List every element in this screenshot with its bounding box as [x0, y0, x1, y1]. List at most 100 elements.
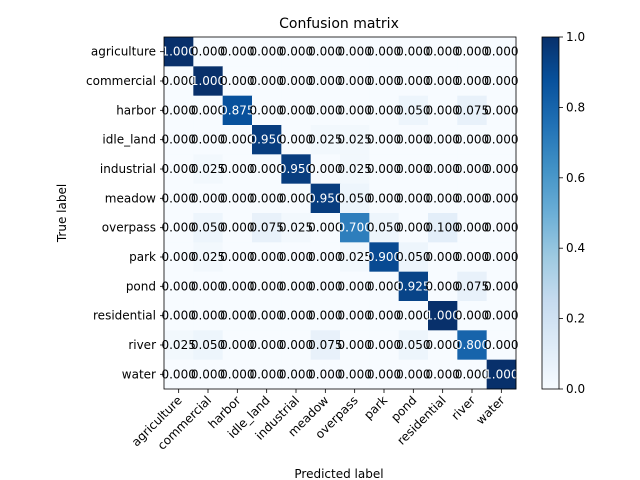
cell-value-label: 0.000 [220, 74, 254, 88]
matrix-cell [252, 66, 282, 97]
cell-value-label: 0.000 [220, 309, 254, 323]
cell-value-label: 0.000 [455, 309, 489, 323]
matrix-cell [222, 37, 253, 67]
matrix-cell [398, 66, 429, 97]
matrix-cell [164, 183, 194, 214]
matrix-cell [193, 359, 224, 390]
matrix-cell [369, 37, 400, 67]
cell-value-label: 1.000 [484, 367, 518, 381]
matrix-cell [398, 95, 429, 126]
matrix-cell [193, 37, 224, 67]
matrix-cell [164, 125, 194, 155]
matrix-cell [398, 37, 429, 67]
cell-value-label: 0.000 [367, 45, 401, 59]
cell-value-label: 0.025 [191, 162, 225, 176]
matrix-cell [369, 154, 400, 185]
cell-value-label: 0.000 [455, 367, 489, 381]
cell-value-label: 0.000 [191, 133, 225, 147]
cell-value-label: 0.075 [308, 338, 342, 352]
cell-value-label: 0.000 [425, 338, 459, 352]
matrix-cell [369, 95, 400, 126]
cell-value-label: 0.000 [279, 250, 313, 264]
cell-value-label: 0.000 [191, 367, 225, 381]
cell-value-label: 1.000 [425, 309, 459, 323]
matrix-cell [369, 301, 400, 331]
cell-value-label: 0.000 [396, 367, 430, 381]
cell-value-label: 0.050 [396, 103, 430, 117]
matrix-cell [486, 330, 517, 361]
matrix-cell [164, 66, 194, 97]
matrix-cell [193, 301, 224, 331]
cell-value-label: 0.000 [220, 133, 254, 147]
cell-value-label: 0.025 [337, 133, 371, 147]
matrix-cell [281, 66, 312, 97]
matrix-cell [164, 37, 194, 67]
colorbar-tick-label: 0.4 [566, 241, 585, 255]
cell-value-label: 0.000 [161, 133, 195, 147]
matrix-cell [428, 242, 458, 273]
cell-value-label: 0.000 [396, 45, 430, 59]
matrix-cell [340, 271, 370, 302]
matrix-cell [369, 213, 400, 243]
matrix-cell [193, 154, 224, 185]
matrix-cell [486, 37, 517, 67]
matrix-cell [281, 154, 312, 185]
matrix-cell [428, 301, 458, 331]
cell-value-label: 0.000 [308, 309, 342, 323]
matrix-cell [369, 359, 400, 390]
matrix-cell [398, 330, 429, 361]
x-tick-label: park [361, 393, 390, 422]
cell-value-label: 0.950 [249, 133, 283, 147]
y-axis-label: True label [55, 184, 69, 243]
cell-value-label: 0.000 [484, 338, 518, 352]
matrix-cell [222, 301, 253, 331]
cell-value-label: 0.000 [337, 338, 371, 352]
y-tick-label: overpass [102, 221, 156, 235]
cell-value-label: 0.075 [455, 279, 489, 293]
cell-value-label: 0.000 [308, 221, 342, 235]
matrix-cell [428, 66, 458, 97]
matrix-cell [310, 330, 341, 361]
matrix-cell [252, 330, 282, 361]
cell-value-label: 0.000 [308, 45, 342, 59]
matrix-cell [310, 95, 341, 126]
cell-value-label: 0.000 [249, 279, 283, 293]
matrix-cell [310, 359, 341, 390]
cell-value-label: 0.000 [396, 133, 430, 147]
matrix-cell [428, 154, 458, 185]
cell-value-label: 0.000 [425, 191, 459, 205]
matrix-cell [164, 359, 194, 390]
cell-value-label: 0.000 [249, 309, 283, 323]
matrix-cells [164, 37, 517, 390]
matrix-cell [398, 301, 429, 331]
cell-value-label: 0.000 [484, 221, 518, 235]
cell-value-label: 0.000 [220, 367, 254, 381]
matrix-cell [340, 95, 370, 126]
cell-value-label: 0.000 [484, 309, 518, 323]
matrix-cell [281, 242, 312, 273]
matrix-cell [340, 213, 370, 243]
matrix-cell [252, 242, 282, 273]
cell-value-label: 0.000 [220, 45, 254, 59]
matrix-cell [252, 95, 282, 126]
matrix-cell [310, 271, 341, 302]
cell-value-label: 0.000 [161, 103, 195, 117]
cell-value-label: 0.050 [367, 221, 401, 235]
cell-value-label: 0.000 [249, 191, 283, 205]
matrix-cell [428, 183, 458, 214]
cell-value-label: 0.000 [161, 250, 195, 264]
cell-value-label: 0.000 [367, 191, 401, 205]
matrix-cell [310, 125, 341, 155]
matrix-cell [340, 359, 370, 390]
matrix-cell [164, 95, 194, 126]
cell-value-label: 0.075 [455, 103, 489, 117]
cell-value-label: 0.025 [161, 338, 195, 352]
matrix-cell [310, 213, 341, 243]
cell-value-label: 0.000 [396, 74, 430, 88]
colorbar-tick-label: 0.6 [566, 171, 585, 185]
cell-value-label: 0.050 [191, 221, 225, 235]
cell-value-label: 0.000 [484, 103, 518, 117]
cell-value-label: 1.000 [161, 45, 195, 59]
matrix-cell [164, 330, 194, 361]
y-tick-label: park [129, 250, 156, 264]
